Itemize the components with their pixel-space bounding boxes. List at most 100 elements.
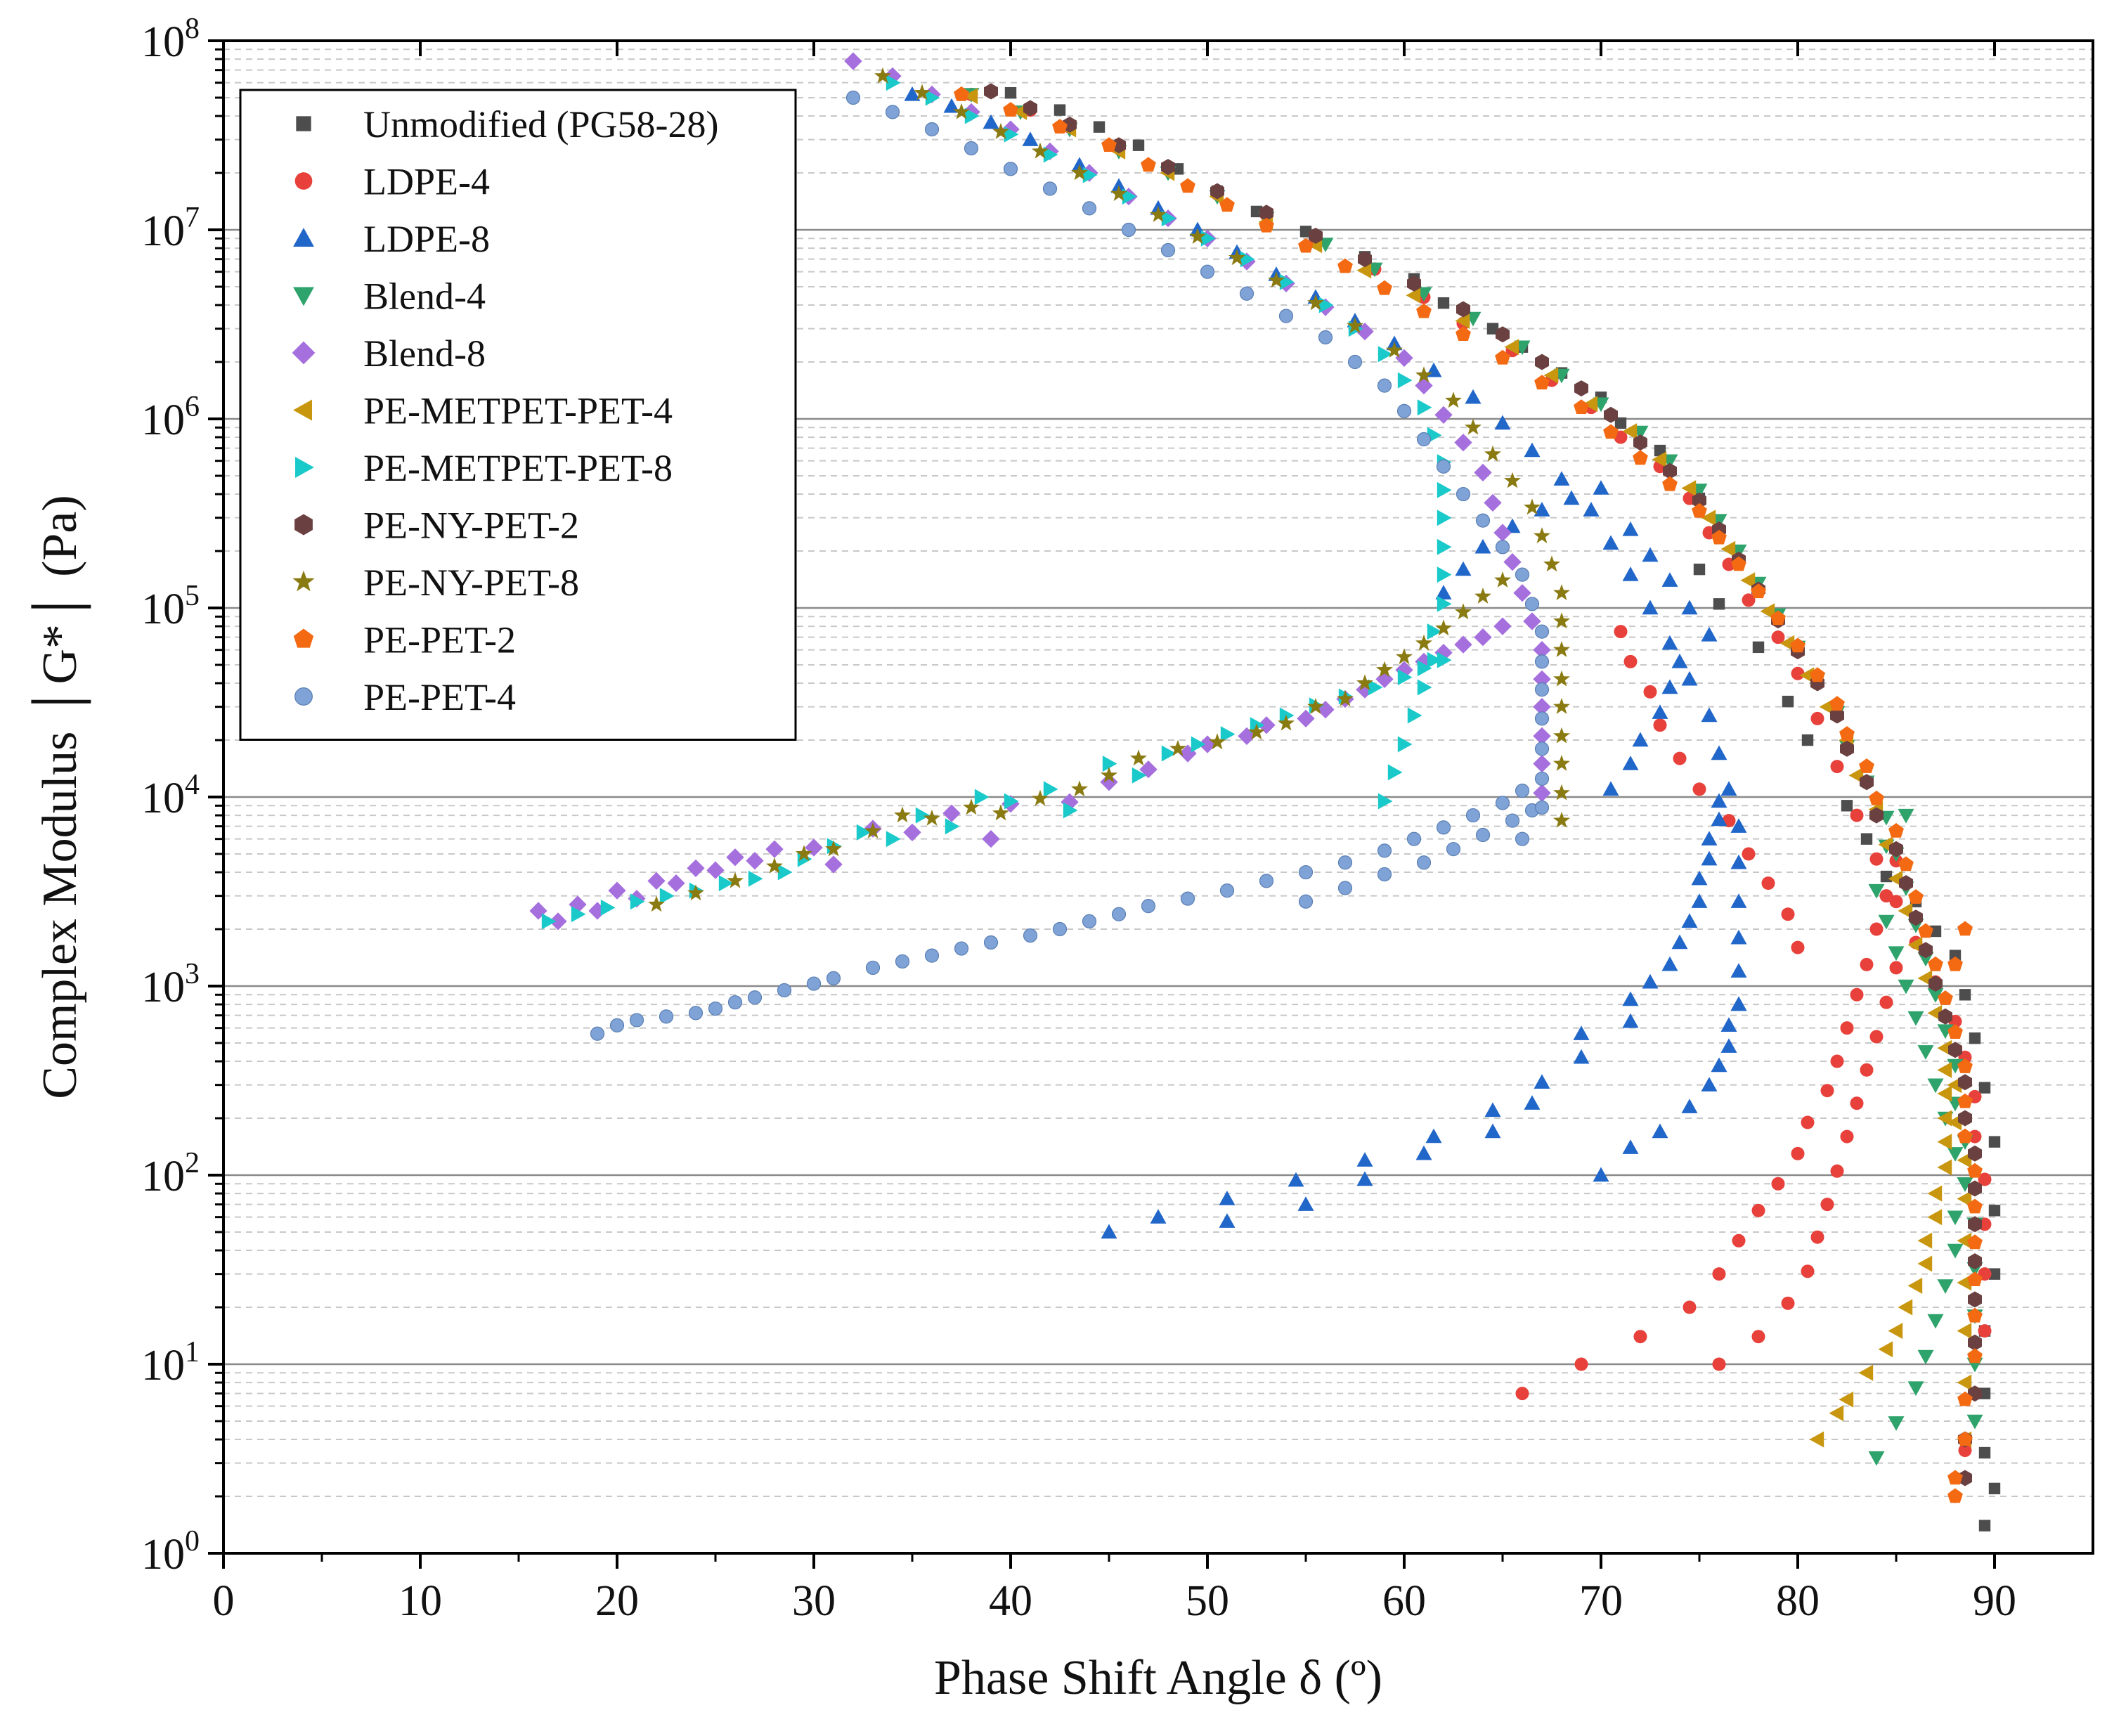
data-point bbox=[1132, 767, 1147, 784]
data-point bbox=[1082, 201, 1097, 216]
data-point bbox=[659, 1009, 674, 1024]
data-point bbox=[1377, 867, 1392, 882]
data-point bbox=[1860, 833, 1873, 845]
data-point bbox=[1298, 238, 1314, 253]
data-point bbox=[1967, 1348, 1983, 1363]
data-point bbox=[1917, 1045, 1934, 1060]
data-point bbox=[1505, 813, 1520, 828]
data-point bbox=[1417, 399, 1432, 416]
data-point bbox=[1515, 567, 1530, 582]
data-point bbox=[1563, 490, 1580, 505]
data-point bbox=[1781, 1296, 1795, 1310]
data-point bbox=[1032, 142, 1049, 159]
y-tick-exponent: 7 bbox=[185, 202, 200, 234]
data-point bbox=[983, 114, 999, 129]
data-point bbox=[1740, 572, 1756, 589]
data-point bbox=[1751, 1330, 1765, 1344]
data-point bbox=[1533, 755, 1551, 773]
data-point bbox=[1495, 540, 1510, 555]
data-point bbox=[1701, 510, 1716, 526]
data-point bbox=[1141, 899, 1156, 914]
data-point bbox=[1790, 637, 1805, 653]
data-point bbox=[1574, 399, 1589, 414]
y-tick-exponent: 8 bbox=[185, 13, 200, 45]
data-point bbox=[1248, 723, 1265, 740]
data-point bbox=[1938, 1008, 1952, 1025]
data-point bbox=[1376, 661, 1393, 678]
data-point bbox=[1395, 349, 1413, 367]
data-point bbox=[1720, 1017, 1737, 1032]
series-2 bbox=[904, 86, 1747, 1239]
data-point bbox=[924, 948, 940, 963]
data-point bbox=[1180, 178, 1195, 193]
data-point bbox=[1111, 907, 1127, 921]
data-point bbox=[588, 902, 607, 920]
data-point bbox=[1523, 612, 1541, 630]
data-point bbox=[1356, 1171, 1373, 1186]
legend-label: Unmodified (PG58-28) bbox=[363, 103, 718, 145]
data-point bbox=[1356, 674, 1373, 691]
legend-marker bbox=[296, 116, 311, 131]
data-point bbox=[1959, 989, 1971, 1001]
data-point bbox=[1169, 739, 1186, 756]
data-point bbox=[1927, 1209, 1943, 1226]
data-point bbox=[1927, 1078, 1944, 1094]
legend-marker bbox=[293, 228, 314, 247]
data-point bbox=[727, 872, 744, 888]
data-point bbox=[1810, 1230, 1824, 1244]
data-point bbox=[1397, 372, 1413, 389]
data-point bbox=[964, 141, 979, 156]
data-point bbox=[1160, 242, 1176, 258]
data-point bbox=[1437, 595, 1452, 612]
data-point bbox=[923, 809, 940, 826]
data-point bbox=[1161, 745, 1176, 762]
data-point bbox=[1298, 894, 1314, 909]
data-point bbox=[718, 875, 734, 892]
data-point bbox=[1761, 876, 1775, 890]
data-point bbox=[1918, 923, 1933, 938]
data-point bbox=[982, 830, 1000, 848]
data-point bbox=[1978, 1446, 1991, 1459]
legend-marker bbox=[294, 514, 313, 536]
data-point bbox=[1720, 781, 1737, 796]
data-point bbox=[1553, 755, 1570, 771]
data-point bbox=[1455, 603, 1472, 620]
data-point bbox=[1494, 415, 1511, 430]
data-point bbox=[1210, 183, 1224, 200]
data-point bbox=[1209, 733, 1226, 750]
data-point bbox=[1907, 1381, 1924, 1397]
data-point bbox=[1652, 1123, 1668, 1139]
data-point bbox=[1869, 807, 1884, 824]
data-point bbox=[1791, 1146, 1805, 1160]
data-point bbox=[1415, 634, 1432, 651]
data-point bbox=[1879, 889, 1893, 903]
data-point bbox=[1701, 850, 1718, 866]
data-point bbox=[1711, 1057, 1727, 1073]
data-point bbox=[1495, 796, 1510, 810]
data-point bbox=[1820, 1084, 1834, 1098]
data-point bbox=[1928, 976, 1943, 992]
data-point bbox=[1130, 749, 1147, 766]
data-point bbox=[1662, 476, 1678, 491]
data-point bbox=[1860, 774, 1874, 791]
y-tick-exponent: 1 bbox=[185, 1336, 200, 1368]
data-point bbox=[1534, 711, 1550, 726]
data-point bbox=[1427, 652, 1442, 668]
data-point bbox=[1139, 760, 1158, 779]
data-point bbox=[1395, 661, 1413, 679]
data-point bbox=[1907, 1277, 1923, 1294]
data-point bbox=[1553, 612, 1570, 629]
data-point bbox=[1052, 119, 1068, 134]
data-point bbox=[1633, 450, 1648, 465]
data-point bbox=[1632, 732, 1649, 747]
data-point bbox=[1524, 498, 1541, 515]
data-point bbox=[1623, 654, 1638, 668]
data-point bbox=[1958, 1470, 1972, 1486]
data-point bbox=[1839, 1391, 1854, 1408]
data-point bbox=[1534, 375, 1550, 390]
data-point bbox=[1465, 389, 1482, 404]
data-point bbox=[856, 824, 871, 841]
data-point bbox=[687, 859, 705, 877]
legend-label: LDPE-4 bbox=[363, 161, 490, 203]
data-point bbox=[1435, 585, 1452, 600]
